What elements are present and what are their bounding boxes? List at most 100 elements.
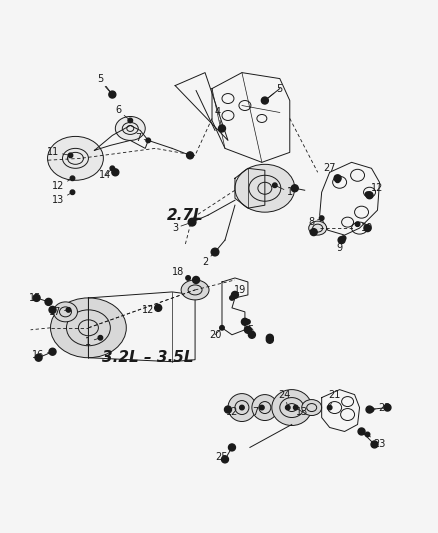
- Circle shape: [263, 98, 267, 103]
- Circle shape: [187, 152, 194, 159]
- Circle shape: [49, 306, 56, 313]
- Circle shape: [45, 298, 52, 305]
- Ellipse shape: [302, 400, 321, 416]
- Text: 4: 4: [215, 108, 222, 128]
- Circle shape: [213, 250, 217, 254]
- Circle shape: [112, 169, 119, 176]
- Text: 12: 12: [226, 407, 242, 416]
- Circle shape: [319, 216, 324, 221]
- Circle shape: [365, 192, 370, 197]
- Text: 14: 14: [99, 168, 112, 180]
- Text: 25: 25: [216, 447, 232, 463]
- Text: 19: 19: [232, 285, 246, 298]
- Ellipse shape: [272, 390, 312, 425]
- Circle shape: [358, 428, 365, 435]
- Ellipse shape: [53, 302, 78, 322]
- Text: 10: 10: [357, 223, 374, 233]
- Circle shape: [193, 277, 200, 284]
- Circle shape: [291, 185, 298, 192]
- Circle shape: [68, 153, 73, 158]
- Circle shape: [266, 334, 273, 341]
- Text: 20: 20: [209, 328, 222, 340]
- Text: 17: 17: [49, 307, 68, 317]
- Circle shape: [156, 305, 160, 310]
- Circle shape: [244, 326, 251, 333]
- Text: 16: 16: [32, 350, 53, 360]
- Circle shape: [286, 405, 290, 410]
- Circle shape: [384, 404, 391, 411]
- Text: 18: 18: [172, 267, 188, 278]
- Circle shape: [128, 118, 133, 123]
- Circle shape: [220, 326, 224, 330]
- Circle shape: [46, 300, 51, 304]
- Circle shape: [366, 192, 373, 199]
- Text: 5: 5: [247, 322, 253, 335]
- Circle shape: [229, 444, 236, 451]
- Circle shape: [110, 92, 115, 97]
- Circle shape: [240, 405, 244, 410]
- Text: 7: 7: [135, 133, 148, 143]
- Circle shape: [110, 166, 115, 171]
- Circle shape: [211, 248, 219, 256]
- Ellipse shape: [181, 280, 209, 300]
- Circle shape: [293, 405, 298, 410]
- Text: 2.7L: 2.7L: [167, 208, 204, 223]
- Text: 9: 9: [336, 238, 343, 253]
- Circle shape: [186, 276, 191, 280]
- Circle shape: [33, 294, 40, 301]
- Text: 5: 5: [265, 84, 283, 101]
- Circle shape: [371, 441, 378, 448]
- Text: 12: 12: [367, 183, 384, 194]
- Text: 8: 8: [309, 217, 321, 227]
- Circle shape: [70, 190, 75, 195]
- Text: 12: 12: [52, 178, 72, 191]
- Text: 27: 27: [323, 163, 338, 180]
- Circle shape: [66, 308, 71, 312]
- Circle shape: [272, 183, 277, 188]
- Circle shape: [230, 296, 234, 300]
- Circle shape: [246, 320, 250, 324]
- Circle shape: [98, 335, 102, 340]
- Circle shape: [364, 224, 371, 232]
- Circle shape: [230, 445, 234, 450]
- Text: 22: 22: [371, 402, 391, 413]
- Circle shape: [366, 406, 373, 413]
- Circle shape: [365, 432, 370, 437]
- Text: 24: 24: [279, 390, 291, 408]
- Ellipse shape: [115, 117, 145, 140]
- Circle shape: [231, 292, 238, 298]
- Text: 15: 15: [29, 293, 49, 303]
- Circle shape: [310, 229, 317, 236]
- Circle shape: [219, 125, 226, 132]
- Circle shape: [35, 354, 42, 361]
- Text: 21: 21: [328, 390, 341, 408]
- Ellipse shape: [228, 393, 256, 422]
- Text: 5: 5: [97, 74, 112, 94]
- Circle shape: [260, 405, 264, 410]
- Circle shape: [336, 178, 340, 182]
- Circle shape: [146, 138, 151, 143]
- Circle shape: [248, 332, 255, 338]
- Text: 1: 1: [275, 185, 293, 197]
- Circle shape: [341, 236, 346, 240]
- Circle shape: [109, 91, 116, 98]
- Text: 2: 2: [202, 252, 215, 267]
- Circle shape: [327, 405, 332, 410]
- Ellipse shape: [252, 394, 278, 421]
- Ellipse shape: [235, 164, 295, 212]
- Text: 23: 23: [367, 434, 386, 449]
- Circle shape: [155, 304, 162, 311]
- Circle shape: [50, 350, 55, 354]
- Circle shape: [355, 222, 360, 227]
- Text: 7: 7: [252, 407, 262, 416]
- Text: 12: 12: [142, 305, 158, 315]
- Circle shape: [369, 407, 374, 412]
- Circle shape: [338, 237, 345, 244]
- Text: 6: 6: [115, 106, 130, 120]
- Circle shape: [188, 219, 196, 226]
- Text: 3.2L – 3.5L: 3.2L – 3.5L: [102, 350, 194, 365]
- Text: 3: 3: [172, 222, 192, 233]
- Circle shape: [334, 175, 341, 182]
- Ellipse shape: [309, 221, 327, 235]
- Circle shape: [261, 97, 268, 104]
